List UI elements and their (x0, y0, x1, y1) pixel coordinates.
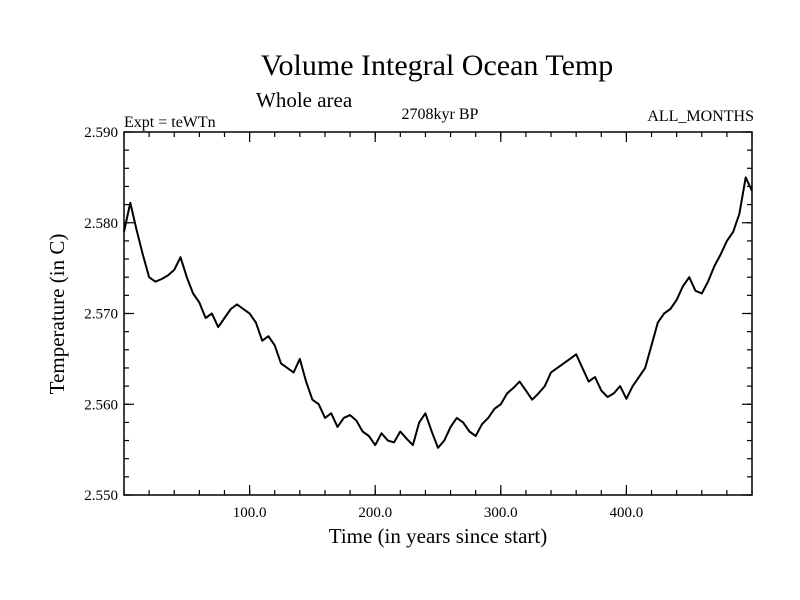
y-tick-label: 2.570 (84, 307, 118, 323)
tick-labels: 100.0 200.0 300.0 400.0 2.550 2.560 2.570 2.580… (84, 125, 643, 521)
experiment-label: Expt = teWTn (124, 114, 216, 131)
axis-ticks (123, 131, 753, 496)
x-tick-label: 400.0 (610, 505, 644, 521)
x-axis-label: Time (in years since start) (329, 524, 548, 548)
y-axis-label: Temperature (in C) (45, 234, 69, 395)
y-tick-label: 2.580 (84, 216, 118, 232)
y-tick-label: 2.590 (84, 125, 118, 141)
months-label: ALL_MONTHS (647, 108, 754, 125)
period-label: 2708kyr BP (402, 106, 479, 123)
x-tick-label: 100.0 (233, 505, 267, 521)
y-tick-label: 2.560 (84, 397, 118, 413)
chart-title: Volume Integral Ocean Temp (261, 49, 614, 82)
temperature-series-line (123, 176, 753, 449)
x-tick-label: 200.0 (358, 505, 392, 521)
y-tick-label: 2.550 (84, 488, 118, 504)
x-tick-label: 300.0 (484, 505, 518, 521)
plot-frame (123, 131, 753, 496)
chart-subtitle: Whole area (256, 88, 353, 112)
